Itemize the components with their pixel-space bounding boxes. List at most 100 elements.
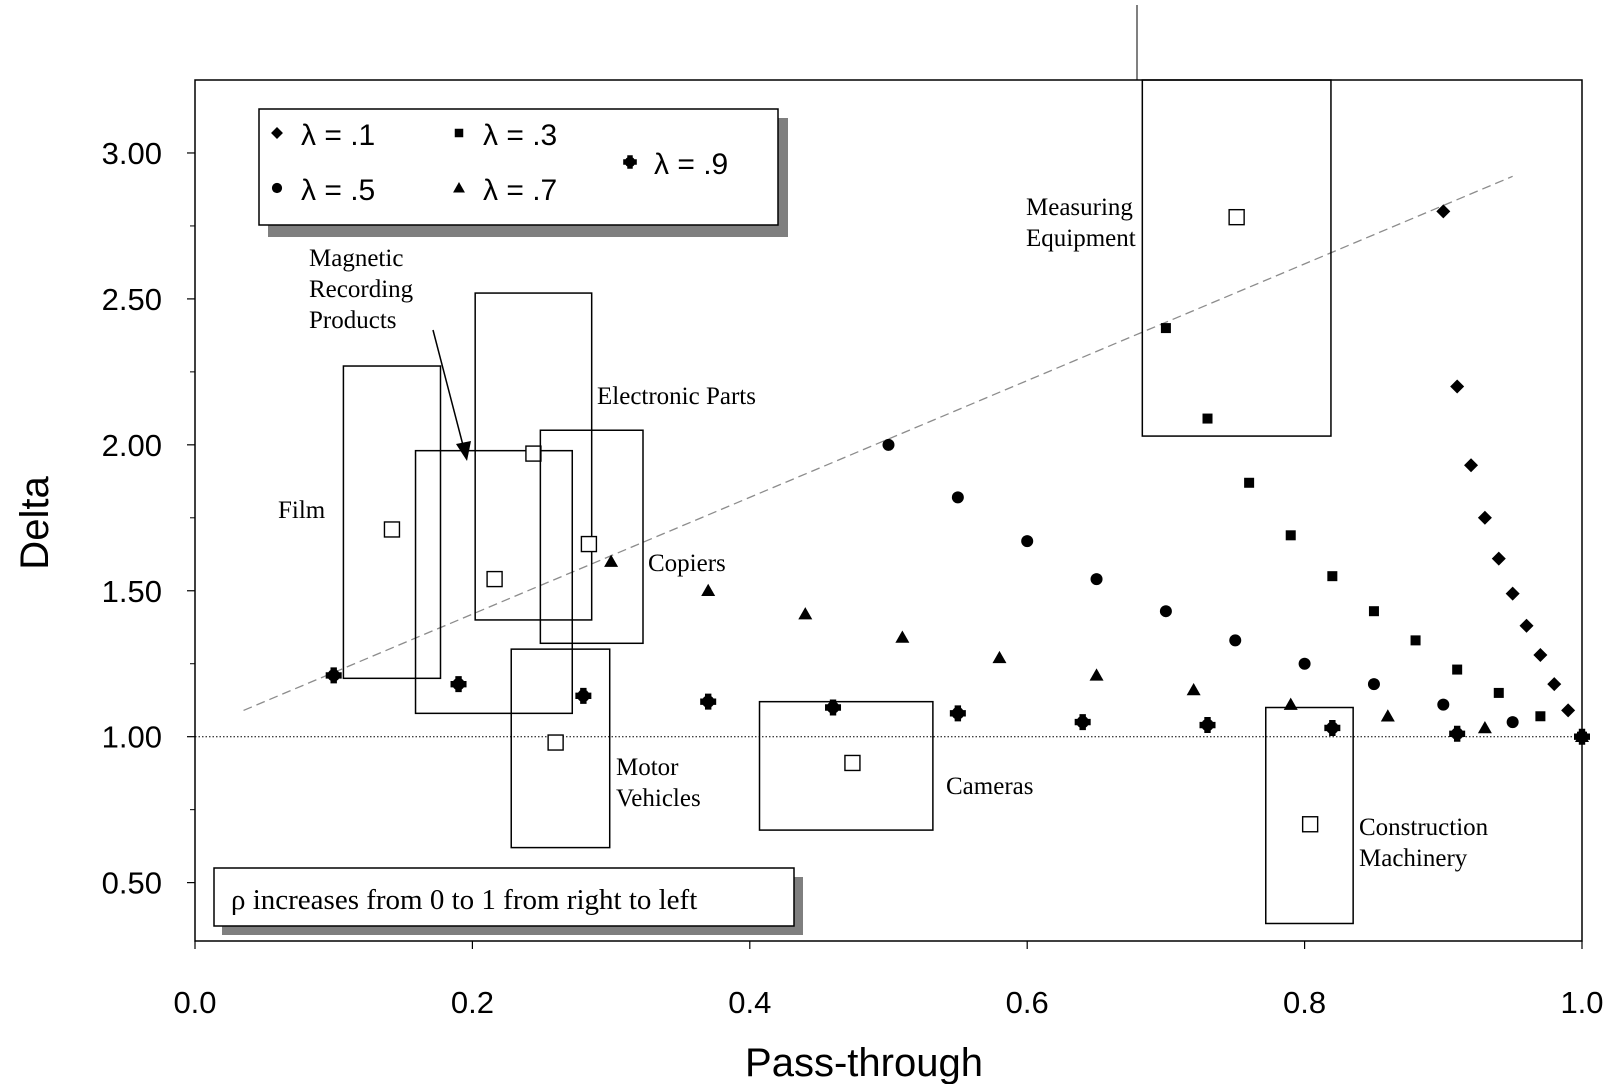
data-point-plus-circle-disc xyxy=(452,677,465,691)
data-point-plus-circle-disc xyxy=(1326,721,1339,735)
legend-marker-2 xyxy=(454,128,464,138)
industry-point-motor-vehicles xyxy=(547,734,564,751)
industry-point-magnetic-recording-products xyxy=(486,570,503,588)
y-tick-label: 3.00 xyxy=(102,136,162,171)
data-point-triangle xyxy=(1089,668,1104,681)
y-tick-labels: 0.50 1.00 1.50 2.00 2.50 3.00 xyxy=(102,136,162,901)
series-1 xyxy=(1436,204,1589,744)
data-point-diamond xyxy=(1519,618,1534,633)
data-point-circle xyxy=(1367,678,1380,691)
trend-line xyxy=(243,175,1513,712)
legend-marker-3 xyxy=(271,182,283,194)
x-tick-label: 1.0 xyxy=(1560,985,1603,1020)
data-point-plus-circle-disc xyxy=(951,707,965,720)
industry-label-copiers: Copiers xyxy=(648,550,726,577)
data-point-square xyxy=(1244,477,1255,488)
axis-ticks xyxy=(187,152,1583,949)
series-2 xyxy=(1160,323,1587,742)
data-point-diamond xyxy=(1436,204,1451,219)
data-point-circle xyxy=(951,491,964,504)
data-point-plus-circle xyxy=(1199,717,1216,734)
legend-label-3: λ = .5 xyxy=(301,174,375,207)
data-point-diamond xyxy=(1533,647,1548,662)
industry-point-copiers xyxy=(580,535,598,553)
data-point-plus-circle xyxy=(700,693,717,710)
data-point-plus-circle xyxy=(1574,728,1591,745)
data-point-plus-circle-disc xyxy=(826,701,840,714)
range-box-electronic-parts xyxy=(474,292,593,621)
data-point-square xyxy=(1410,635,1421,646)
legend: λ = .1 λ = .3 λ = .5 λ = .7 λ = .9 xyxy=(258,108,788,237)
industry-label-electronic-parts: Electronic Parts xyxy=(597,383,756,410)
range-box-cameras xyxy=(758,700,934,831)
data-point-plus-circle xyxy=(450,676,467,693)
legend-label-5: λ = .9 xyxy=(654,148,728,181)
data-point-circle xyxy=(1021,535,1034,548)
data-point-plus-circle xyxy=(325,667,342,684)
data-point-diamond xyxy=(1491,551,1506,566)
industry-label-measuring-equipment: Measuring Equipment xyxy=(1026,194,1136,252)
range-box-measuring-equipment xyxy=(1141,79,1332,437)
y-tick-label: 0.50 xyxy=(102,866,162,901)
data-point-triangle xyxy=(798,607,813,620)
note-box xyxy=(213,867,795,927)
industry-point-measuring-equipment xyxy=(1228,208,1245,226)
x-tick-label: 0.8 xyxy=(1283,985,1326,1020)
industry-label-construction-machinery: Construction Machinery xyxy=(1359,814,1489,872)
range-box-magnetic-recording-products xyxy=(414,449,574,715)
range-box-copiers xyxy=(539,429,644,645)
data-point-square xyxy=(1368,606,1379,617)
data-point-square xyxy=(1202,413,1213,424)
legend-label-1: λ = .1 xyxy=(301,119,375,152)
data-point-triangle xyxy=(1283,697,1298,710)
rho-note: ρ increases from 0 to 1 from right to le… xyxy=(213,867,803,935)
data-point-plus-circle-disc xyxy=(1076,715,1089,729)
industry-label-film: Film xyxy=(278,497,326,524)
data-point-circle xyxy=(1159,605,1172,618)
industry-point-construction-machinery xyxy=(1301,816,1319,833)
data-point-triangle xyxy=(1186,682,1201,696)
range-box-motor-vehicles xyxy=(510,648,611,849)
data-point-diamond xyxy=(1450,379,1465,394)
industry-point-film xyxy=(383,521,401,538)
data-point-triangle xyxy=(1380,709,1395,722)
legend-marker-5 xyxy=(623,155,637,169)
industry-label-motor-vehicles: Motor Vehicles xyxy=(616,754,701,812)
industry-label-cameras: Cameras xyxy=(946,773,1033,800)
industry-labels: Film Magnetic Recording Products Electronic … xyxy=(278,194,1489,872)
data-point-circle xyxy=(1506,716,1519,729)
data-point-plus-circle-disc xyxy=(701,695,715,708)
series-5 xyxy=(325,667,1591,745)
data-point-plus-circle-disc xyxy=(1450,727,1464,740)
y-tick-label: 2.00 xyxy=(102,428,162,463)
data-point-diamond xyxy=(1505,586,1520,601)
data-point-circle xyxy=(882,438,895,451)
data-point-plus-circle-disc xyxy=(577,689,590,703)
data-point-triangle xyxy=(701,583,716,597)
x-axis-title: Pass-through xyxy=(745,1041,983,1084)
data-point-diamond xyxy=(1464,458,1479,473)
data-point-triangle xyxy=(604,554,619,567)
data-point-square xyxy=(1160,323,1171,334)
x-tick-label: 0.0 xyxy=(173,985,216,1020)
note-text: ρ increases from 0 to 1 from right to le… xyxy=(231,884,697,916)
industry-label-magnetic-recording-products: Magnetic Recording Products xyxy=(309,245,414,334)
legend-label-2: λ = .3 xyxy=(483,119,557,152)
x-tick-label: 0.6 xyxy=(1006,985,1049,1020)
industry-point-cameras xyxy=(844,754,861,772)
legend-marker-5-disc xyxy=(624,156,636,168)
data-point-circle xyxy=(1298,657,1311,670)
y-tick-label: 1.00 xyxy=(102,720,162,755)
legend-box xyxy=(258,108,779,226)
data-point-circle xyxy=(1090,573,1103,586)
data-point-square xyxy=(1535,711,1546,722)
industry-boxes xyxy=(342,79,1354,925)
data-point-circle xyxy=(1437,698,1450,711)
legend-marker-1 xyxy=(271,127,283,139)
data-point-triangle xyxy=(992,650,1007,664)
data-point-diamond xyxy=(1547,677,1562,692)
data-point-plus-circle-disc xyxy=(1201,718,1214,732)
y-axis-title: Delta xyxy=(13,476,57,570)
data-point-plus-circle xyxy=(1074,714,1091,731)
industry-point-electronic-parts xyxy=(525,445,542,462)
